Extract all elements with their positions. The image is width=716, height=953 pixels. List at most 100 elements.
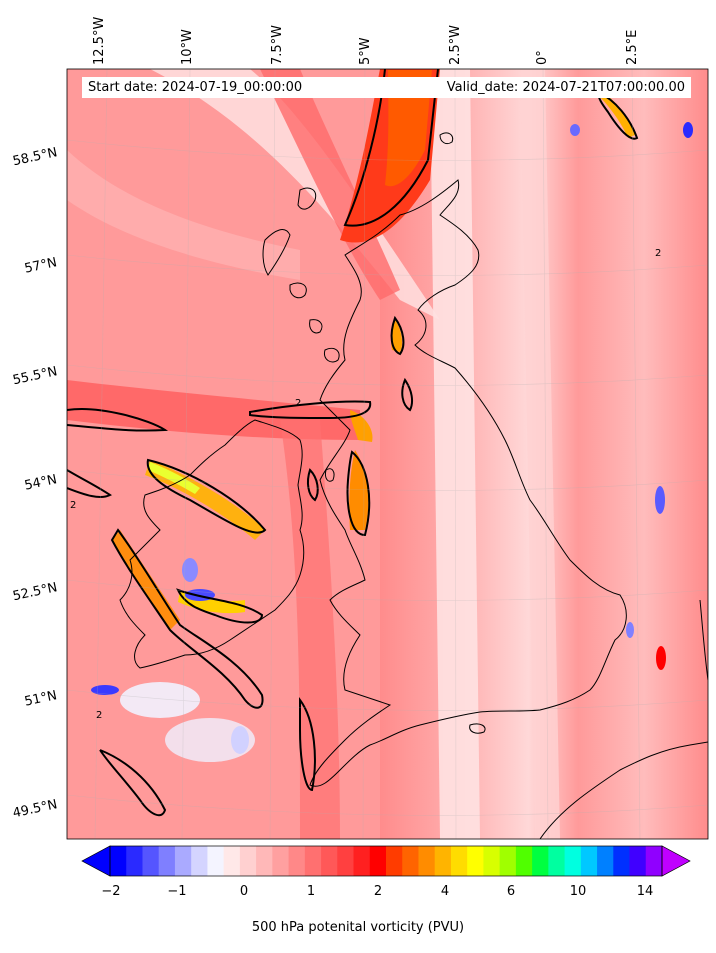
pv-contour [596, 90, 639, 140]
colorbar-tick-label: 10 [569, 884, 587, 899]
pv-negative [683, 122, 693, 138]
lon-label: 5°W [358, 37, 373, 65]
coastline-hebrides [297, 187, 317, 210]
colorbar-swatch [402, 846, 419, 876]
coastline-great-britain [309, 179, 627, 787]
colorbar-tick-label: 2 [373, 884, 383, 899]
colorbar-swatch [223, 846, 241, 876]
colorbar-swatch [337, 846, 355, 876]
colorbar-swatch [532, 846, 549, 876]
coastline-france [539, 741, 708, 839]
coastline-orkney [439, 132, 454, 145]
pv-contour [343, 69, 439, 227]
pv-pale [120, 682, 200, 718]
colorbar-extend-low [81, 845, 111, 877]
pv-negative [570, 124, 580, 136]
contour-label: 2 [655, 248, 662, 259]
colorbar-swatch [483, 846, 501, 876]
pv-contour [67, 408, 169, 432]
colorbar-swatch [288, 846, 306, 876]
colorbar-swatch [304, 846, 322, 876]
colorbar-label: 500 hPa potenital vorticity (PVU) [251, 920, 465, 935]
coastlines [119, 132, 708, 839]
colorbar-swatch [564, 846, 582, 876]
map-frame [66, 68, 709, 840]
colorbar-tick-label: 1 [306, 884, 316, 899]
coastline-isle-of-wight [469, 723, 486, 734]
coastline-ireland [119, 419, 305, 669]
colorbar-swatch [499, 846, 517, 876]
pv-negative [626, 622, 634, 638]
colorbar-swatch [369, 846, 387, 876]
colorbar-swatch [174, 846, 192, 876]
pv-contour [146, 458, 267, 534]
pv-corridor [280, 420, 340, 839]
colorbar-extend-high [661, 845, 691, 877]
colorbar-swatch [191, 846, 208, 876]
colorbar-swatch [580, 846, 598, 876]
pv-contour [67, 469, 112, 498]
pv-pale-band [520, 69, 560, 839]
colorbar-swatch [613, 846, 631, 876]
lon-label: 0° [535, 50, 550, 65]
pv-negative [182, 558, 198, 582]
pv-streak [350, 410, 373, 442]
valid-date: Valid_date: 2024-07-21T07:00:00.00 [446, 80, 685, 95]
lon-label: 7.5°W [270, 24, 285, 65]
coastline-islands [323, 347, 340, 363]
colorbar-swatch [515, 846, 533, 876]
contour-label: 2 [295, 398, 302, 409]
colorbar-tick-label: 14 [636, 884, 654, 899]
colorbar-frame [109, 845, 663, 877]
colorbar-swatch [158, 846, 176, 876]
date-info-bar: Start date: 2024-07-19_00:00:00 Valid_da… [82, 77, 691, 98]
pv-pale-band [430, 69, 480, 839]
colorbar-tick-label: 6 [506, 884, 516, 899]
colorbar-swatch [321, 846, 338, 876]
colorbar-swatch [629, 846, 647, 876]
pv-contour [390, 315, 405, 356]
colorbar-swatch [353, 846, 371, 876]
pv-negative [91, 685, 119, 695]
pv-pale [165, 718, 255, 762]
coastline-netherlands [699, 599, 708, 681]
pv-contour [110, 528, 264, 709]
colorbar-swatch [645, 846, 663, 876]
lon-label: 12.5°W [92, 16, 107, 65]
pv-contour [299, 696, 316, 792]
colorbar-swatch [386, 846, 403, 876]
lon-label: 10°W [180, 29, 195, 65]
pv-contour [346, 450, 371, 537]
colorbar-tick-label: 0 [239, 884, 249, 899]
pv-band [67, 150, 300, 280]
coastline-isle-of-man [325, 468, 335, 482]
colorbar-swatch [272, 846, 290, 876]
pv-streak [391, 320, 403, 352]
coastline-islands [309, 319, 323, 334]
pv-contour [176, 588, 264, 624]
pv-field [67, 69, 708, 839]
pv-2-contours [67, 69, 639, 817]
pv-max-core [385, 70, 432, 187]
colorbar-swatch [450, 846, 468, 876]
colorbar-swatch [142, 846, 160, 876]
contour-label: 2 [96, 710, 103, 721]
lon-label: 2.5°W [448, 24, 463, 65]
colorbar-swatch [110, 846, 127, 876]
pv-negative [655, 486, 665, 514]
pv-contour [401, 377, 414, 412]
pv-positive-spot [656, 646, 666, 670]
graticule [67, 69, 708, 839]
colorbar-swatch [434, 846, 452, 876]
pv-contour [249, 400, 372, 420]
contour-label: 2 [70, 500, 77, 511]
pv-contour [306, 468, 319, 502]
colorbar-swatch [207, 846, 225, 876]
pv-contour [99, 749, 167, 817]
coastline-hebrides [262, 229, 291, 276]
lon-label: 2.5°E [625, 29, 640, 65]
colorbar-tick-label: 4 [440, 884, 450, 899]
coastline-islands [289, 282, 307, 299]
